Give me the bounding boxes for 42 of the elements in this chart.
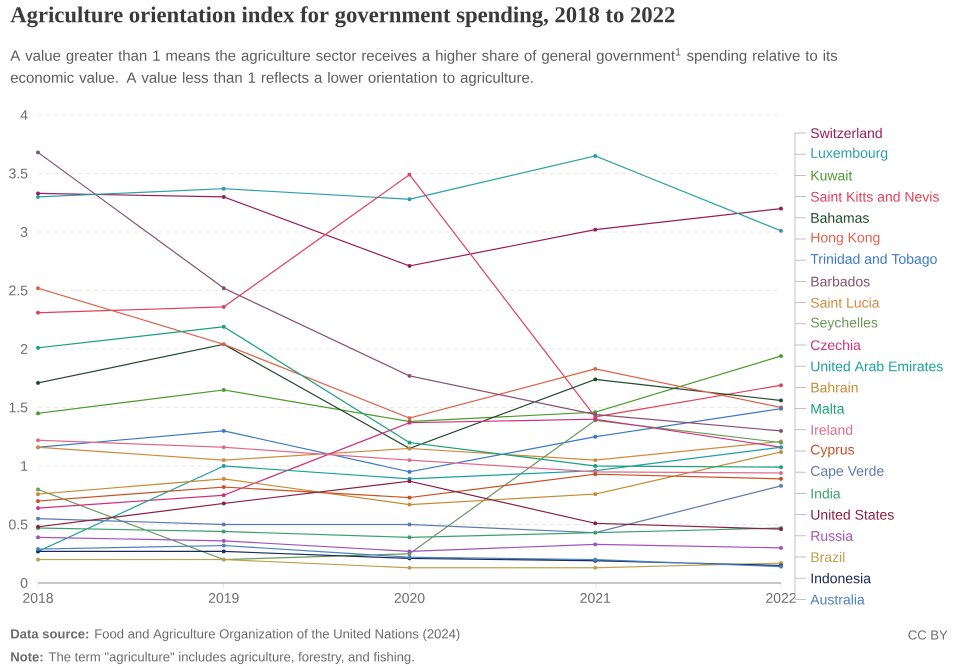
chart-title: Agriculture orientation index for government spending, 2018 to 2022 [10, 6, 674, 28]
text: Switzerland [810, 128, 882, 138]
text: Indonesia [812, 573, 871, 584]
text: Barbados [811, 276, 870, 287]
text: Note: The term "agriculture" includes agriculture, forestry, and fishing. [11, 652, 414, 664]
text: Saint Kitts and Nevis [810, 191, 939, 202]
text: Kuwait [811, 170, 852, 181]
y-tick-label: 2.5 [9, 286, 28, 296]
x-tick-label: 2022 [766, 593, 796, 603]
text: United Arab Emirates [811, 361, 943, 372]
text: Malta [811, 403, 844, 414]
text: Czechia [810, 340, 861, 350]
text: Cape Verde [810, 466, 884, 479]
text: India [812, 488, 841, 499]
x-tick-label: 2020 [394, 593, 425, 603]
y-tick-label: 1.5 [10, 402, 28, 412]
y-tick-label: 1 [21, 461, 28, 471]
y-tick-label: 0 [20, 578, 28, 588]
y-tick-label: 0.5 [9, 520, 28, 530]
x-tick-label: 2018 [23, 593, 53, 603]
text: CC BY [908, 630, 948, 640]
y-tick-label: 3 [20, 227, 28, 237]
text: Cyprus [810, 444, 854, 458]
y-tick-label: 3.5 [9, 168, 28, 178]
y-tick-label: 4 [20, 110, 28, 120]
x-tick-label: 2019 [208, 593, 239, 603]
text: Trinidad and Tobago [810, 254, 937, 267]
text: Russia [811, 530, 854, 541]
x-tick-label: 2021 [580, 593, 610, 603]
text: Hong Kong [811, 232, 880, 246]
text: Seychelles [810, 317, 878, 330]
text: Luxembourg [811, 148, 888, 161]
text: A value greater than 1 means the agriculture sector receives a higher share of general government$^{1}$ spending relative to its economic value. A value less than 1 reflects a lower orientation to agriculture. [10, 48, 838, 86]
text: Bahrain [811, 382, 858, 393]
text: United States [811, 509, 894, 520]
text: Bahamas [811, 212, 869, 223]
y-tick-label: 2 [20, 344, 28, 354]
text: Brazil [811, 552, 844, 562]
text: Data source: Food and Agriculture Organization of the United Nations (2024) [11, 628, 460, 642]
text: Ireland [812, 424, 852, 435]
text: Saint Lucia [810, 297, 880, 308]
text: Australia [810, 594, 865, 605]
